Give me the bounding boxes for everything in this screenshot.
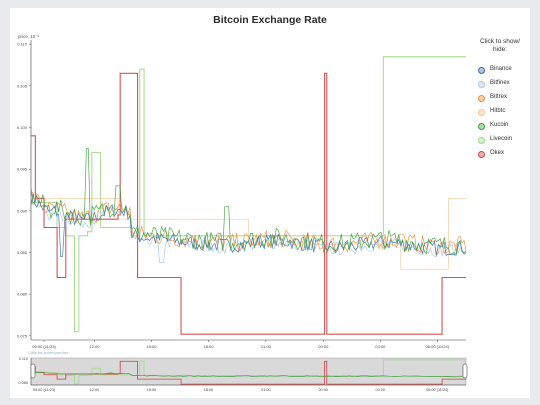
y-tick-label: 0.105: [17, 83, 28, 88]
brush-x-label: 12:00: [90, 388, 100, 392]
x-tick-label: 09:00 (11/23): [32, 344, 56, 349]
legend-swatch: [478, 151, 485, 158]
legend-item-livecoin[interactable]: Livecoin: [476, 135, 526, 149]
y-tick-label: 0.100: [17, 125, 28, 130]
brush-hint: Click for zoom/pan line: [28, 350, 69, 355]
legend-label: Hitbtc: [490, 108, 506, 114]
brush-y-label: 0.080: [18, 381, 28, 385]
series-line-hitbtc: [31, 197, 466, 270]
legend-label: Livecoin: [490, 136, 513, 142]
brush-y-label: 0.110: [19, 357, 28, 361]
brush-line-kucoin: [31, 371, 467, 378]
brush-x-label: 06:00 (11/24): [426, 388, 449, 392]
legend-swatch: [478, 67, 485, 74]
x-tick-label: 18:00: [203, 344, 214, 349]
brush-line-okex: [31, 360, 466, 385]
x-tick-label: 15:00: [146, 344, 157, 349]
x-tick-label: 06:00 (11/24): [426, 344, 450, 349]
legend-item-bittrex[interactable]: Bittrex: [476, 93, 526, 107]
y-tick-label: 0.095: [17, 167, 28, 172]
legend-swatch: [478, 123, 485, 130]
brush-handle-left[interactable]: [30, 363, 36, 379]
brush-x-label: 03:00: [376, 388, 386, 392]
brush-x-label: 09:00 (11/23): [33, 388, 56, 392]
chart-title: Bitcoin Exchange Rate: [213, 14, 327, 26]
x-tick-label: 03:00: [375, 344, 386, 349]
brush-x-label: 18:00: [204, 388, 214, 392]
brush-x-label: 00:00: [319, 388, 329, 392]
y-tick-label: 0.075: [17, 333, 28, 338]
legend-swatch: [478, 95, 485, 102]
legend-label: Bittrex: [490, 94, 508, 100]
x-tick-label: 21:00: [261, 344, 272, 349]
series-line-bitfinex: [30, 196, 467, 263]
brush-selection: [30, 357, 467, 386]
series-line-livecoin: [31, 56, 466, 333]
legend: Binance Bitfinex Bittrex Hitbtc Kucoin Liveco…: [476, 65, 526, 163]
brush-handle-right[interactable]: [462, 363, 468, 379]
series-line-bittrex: [30, 190, 467, 256]
legend-label: Bitfinex: [490, 80, 510, 86]
legend-label: Okex: [490, 150, 505, 156]
y-tick-label: 0.085: [17, 250, 28, 255]
x-tick-label: 00:00: [318, 344, 329, 349]
legend-label: Kucoin: [490, 122, 509, 128]
series-line-okex: [31, 72, 466, 335]
legend-item-hitbtc[interactable]: Hitbtc: [476, 107, 526, 121]
legend-item-kucoin[interactable]: Kucoin: [476, 121, 526, 135]
legend-item-binance[interactable]: Binance: [476, 65, 526, 79]
legend-heading: Click to show/ hide:: [479, 38, 521, 53]
legend-item-bitfinex[interactable]: Bitfinex: [476, 79, 526, 93]
x-tick-label: 12:00: [90, 344, 101, 349]
y-axis-unit: price, 10⁻³: [18, 34, 40, 39]
y-tick-label: 0.080: [17, 292, 28, 297]
y-tick-label: 0.110: [17, 42, 27, 47]
legend-swatch: [478, 109, 485, 116]
chart-card: Bitcoin Exchange Rate price, 10⁻³ Click …: [10, 8, 530, 398]
series-line-kucoin: [30, 147, 467, 256]
legend-swatch: [478, 81, 485, 88]
legend-item-okex[interactable]: Okex: [476, 149, 526, 163]
legend-label: Binance: [490, 66, 512, 72]
brush-x-label: 21:00: [261, 388, 271, 392]
legend-swatch: [478, 137, 485, 144]
brush-x-label: 15:00: [147, 388, 157, 392]
y-tick-label: 0.090: [17, 208, 28, 213]
